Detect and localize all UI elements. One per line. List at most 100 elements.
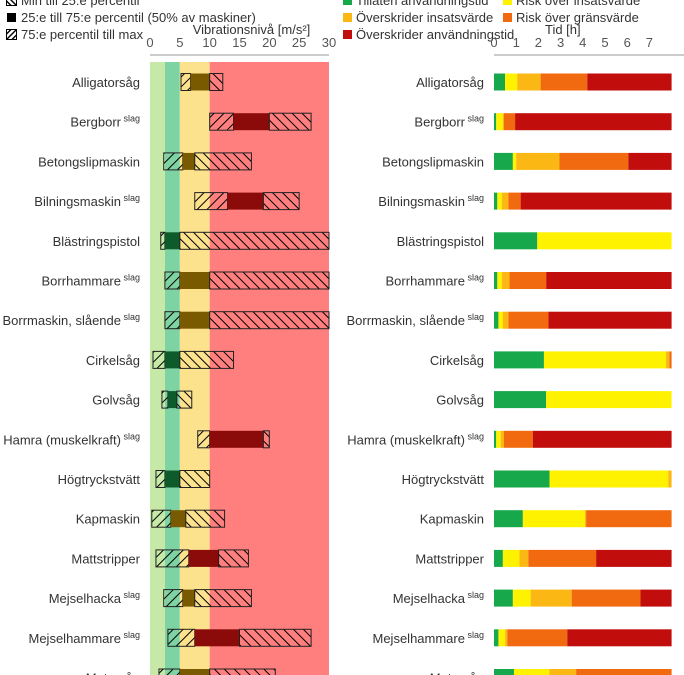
left-row-label: Motorsåg [86,671,140,675]
time-segment-1 [498,311,503,329]
legend-item-exceeds-time: Överskrider användningstid [343,26,514,43]
time-segment-1 [543,351,667,369]
bar-q1-q3 [167,391,177,409]
time-segment-0 [494,430,497,448]
time-segment-3 [586,510,672,528]
time-segment-1 [512,152,517,170]
right-row-label: Blästringspistol [397,234,485,249]
orange-swatch-icon [503,13,512,22]
right-row-label: Borrmaskin, slående slag [346,312,484,328]
right-tick-label: 6 [624,35,631,50]
time-segment-2 [530,589,572,607]
bar-q3-max [194,589,252,608]
bar-q1-q3 [227,192,264,210]
right-row-label: Borrhammare slag [386,273,484,289]
time-segment-1 [546,391,672,409]
right-row-label: Bergborr slag [414,114,484,130]
time-segment-3 [503,113,516,131]
bar-q3-max [209,73,224,91]
time-segment-0 [494,391,547,409]
time-segment-2 [501,272,510,289]
time-segment-1 [513,669,550,675]
legend-left: Min till 25:e percentil 25:e till 75:e p… [6,0,336,43]
bar-q1-q3 [188,549,219,567]
legend-label: Tillåten användningstid [356,0,489,8]
time-segment-2 [519,549,529,567]
bar-q1-q3 [164,351,180,369]
left-tick-label: 15 [232,35,246,50]
time-segment-1 [505,73,518,91]
bar-q3-max [239,628,312,647]
left-row-label: Kapmaskin [76,512,140,527]
time-segment-4 [596,549,672,567]
bar-min-q1 [163,152,184,171]
time-segment-0 [494,232,538,250]
time-segment-1 [497,192,502,210]
time-segment-2 [585,510,587,528]
time-segment-1 [549,470,669,488]
bar-min-q1 [197,430,211,449]
bar-q3-max [179,350,235,369]
bar-q1-q3 [179,669,210,675]
bar-min-q1 [194,192,229,211]
bar-q3-max [268,112,312,131]
time-segment-2 [516,152,560,170]
time-segment-3 [571,589,641,607]
right-row-label: Mattstripper [415,551,484,566]
legend-label: 25:e till 75:e percentil (50% av maskine… [21,10,256,25]
time-segment-0 [494,311,499,329]
bar-min-q1 [180,73,192,91]
left-row-label: Betongslipmaskin [38,154,140,169]
time-segment-0 [494,113,497,131]
green-swatch-icon [343,0,352,5]
bar-q1-q3 [233,113,270,131]
bar-q3-max [262,430,270,449]
time-segment-3 [503,430,533,448]
time-segment-3 [576,669,672,675]
time-segment-3 [507,629,568,647]
bar-q3-max [209,668,276,675]
bar-q1-q3 [164,470,180,488]
bar-q3-max [209,271,330,290]
time-segment-4 [520,192,672,210]
time-segment-1 [522,510,586,528]
hatch-back-swatch-icon [6,0,17,6]
bar-q1-q3 [170,510,186,528]
right-row-label: Mejselhammare slag [373,630,485,646]
legend-label: Risk över gränsvärde [516,10,639,25]
legend-item-risk-action: Risk över insatsvärde [503,0,640,9]
right-row-label: Kapmaskin [420,512,484,527]
bar-min-q1 [152,350,166,369]
left-row-label: Högtryckstvätt [58,472,141,487]
left-row-label: Bergborr slag [70,114,140,130]
time-segment-4 [546,272,672,289]
time-segment-0 [494,669,514,675]
left-row-label: Cirkelsåg [86,353,140,368]
right-row-label: Cirkelsåg [430,353,484,368]
time-segment-3 [669,351,672,369]
left-row-label: Mejselhacka slag [49,590,140,606]
bar-min-q1 [161,390,169,409]
left-tick-label: 20 [262,35,276,50]
solid-swatch-icon [7,13,16,22]
bar-min-q1 [209,112,235,131]
left-row-label: Alligatorsåg [72,75,140,90]
legend-label: Min till 25:e percentil [21,0,140,8]
legend-item-min-q1: Min till 25:e percentil [6,0,336,9]
legend-label: Överskrider insatsvärde [356,10,494,25]
right-row-label: Golvsåg [436,393,484,408]
legend-item-risk-limit: Risk över gränsvärde [503,9,639,26]
legend-item-exceeds-action: Överskrider insatsvärde [343,9,493,26]
hatch-fwd-swatch-icon [6,29,17,40]
time-segment-0 [494,192,498,210]
bar-min-q1 [151,509,172,528]
right-row-label: Betongslipmaskin [382,154,484,169]
bar-min-q1 [164,311,181,330]
time-segment-4 [515,113,672,131]
bar-min-q1 [160,231,166,250]
legend-label: Överskrider användningstid [356,27,515,42]
right-row-label: Hamra (muskelkraft) slag [347,431,484,447]
time-segment-2 [502,113,504,131]
